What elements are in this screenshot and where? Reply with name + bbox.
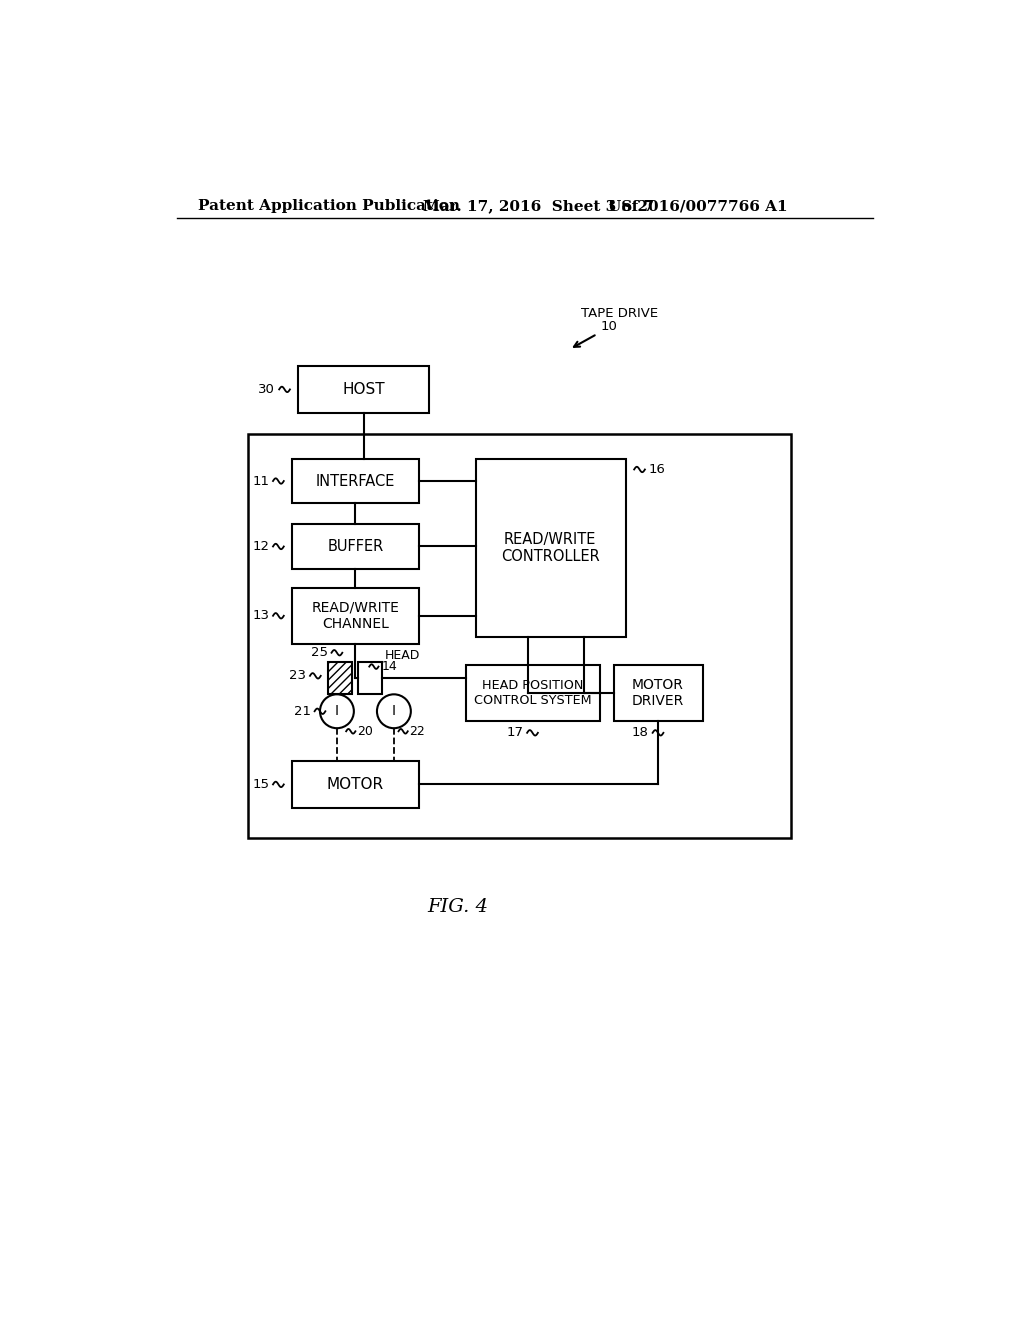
Text: Mar. 17, 2016  Sheet 3 of 7: Mar. 17, 2016 Sheet 3 of 7 [423, 199, 654, 213]
Text: HEAD POSITION
CONTROL SYSTEM: HEAD POSITION CONTROL SYSTEM [474, 678, 591, 706]
Circle shape [319, 694, 354, 729]
Text: 18: 18 [632, 726, 649, 739]
Text: 10: 10 [600, 319, 617, 333]
Text: US 2016/0077766 A1: US 2016/0077766 A1 [608, 199, 787, 213]
Text: MOTOR: MOTOR [327, 777, 384, 792]
Text: 15: 15 [252, 777, 269, 791]
Text: TAPE DRIVE: TAPE DRIVE [581, 308, 658, 321]
Bar [466, 665, 600, 721]
Text: 16: 16 [649, 463, 666, 477]
Bar [292, 760, 419, 808]
Bar [292, 589, 419, 644]
Text: 25: 25 [310, 647, 328, 659]
Bar [328, 663, 352, 694]
Text: READ/WRITE
CONTROLLER: READ/WRITE CONTROLLER [501, 532, 600, 564]
Text: 11: 11 [252, 474, 269, 487]
Bar [475, 459, 626, 638]
Bar [292, 524, 419, 569]
Text: I: I [392, 705, 396, 718]
Text: 13: 13 [252, 610, 269, 622]
Text: I: I [335, 705, 339, 718]
Bar [614, 665, 702, 721]
Text: Patent Application Publication: Patent Application Publication [199, 199, 461, 213]
Text: 21: 21 [294, 705, 310, 718]
Text: HEAD: HEAD [385, 648, 420, 661]
Text: 14: 14 [382, 660, 397, 673]
Bar [358, 663, 382, 694]
Circle shape [377, 694, 411, 729]
Text: 20: 20 [357, 725, 373, 738]
Text: INTERFACE: INTERFACE [315, 474, 395, 488]
Text: 22: 22 [410, 725, 425, 738]
Text: 12: 12 [252, 540, 269, 553]
Text: FIG. 4: FIG. 4 [427, 898, 488, 916]
Text: MOTOR
DRIVER: MOTOR DRIVER [632, 677, 684, 708]
Text: 23: 23 [289, 669, 306, 682]
Bar [298, 366, 429, 412]
Text: BUFFER: BUFFER [328, 539, 384, 554]
Text: READ/WRITE
CHANNEL: READ/WRITE CHANNEL [311, 601, 399, 631]
Text: 17: 17 [506, 726, 523, 739]
Bar [248, 434, 792, 838]
Text: 30: 30 [258, 383, 275, 396]
Bar [292, 459, 419, 503]
Text: HOST: HOST [343, 381, 385, 397]
